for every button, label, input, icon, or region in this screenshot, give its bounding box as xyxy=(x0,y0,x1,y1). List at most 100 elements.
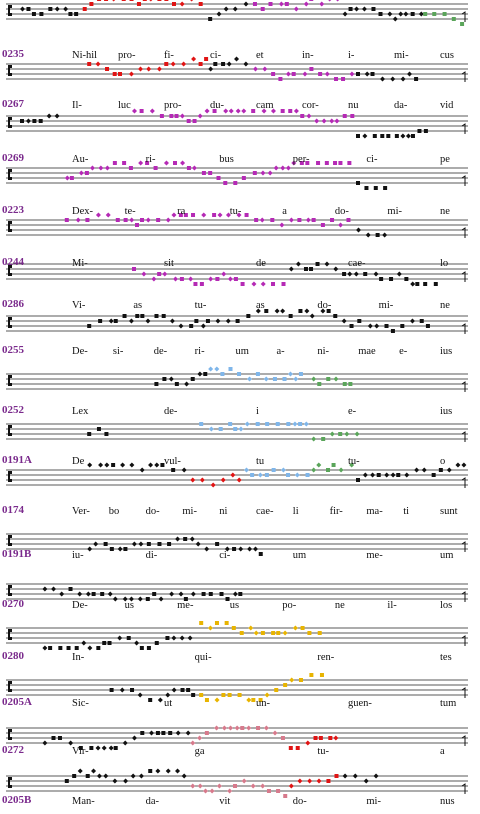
neume xyxy=(378,12,383,16)
chant-reference: 0286 xyxy=(2,298,24,310)
neume xyxy=(414,77,419,81)
lyric-syllable: i- xyxy=(348,50,355,61)
neume xyxy=(157,0,162,1)
lyric-syllable: tes xyxy=(440,652,452,663)
neume xyxy=(247,376,253,382)
neume xyxy=(356,72,360,76)
neume xyxy=(233,181,238,185)
neume xyxy=(134,640,140,646)
neume xyxy=(119,687,125,693)
neume xyxy=(260,783,266,789)
custos-icon xyxy=(461,381,466,392)
neume xyxy=(39,12,44,16)
lyric-syllable: da- xyxy=(394,100,408,111)
neume xyxy=(129,217,135,223)
neume xyxy=(315,262,320,266)
neume xyxy=(186,119,191,123)
neume xyxy=(120,462,126,468)
chant-reference: 0191B xyxy=(2,548,32,560)
staff xyxy=(6,533,468,556)
lyric-syllable: Vir- xyxy=(72,746,89,757)
neume xyxy=(298,678,303,682)
neume xyxy=(199,693,204,697)
neume xyxy=(104,432,109,436)
neume xyxy=(285,165,291,171)
neume xyxy=(417,129,422,133)
staff xyxy=(6,768,468,798)
neume xyxy=(318,72,323,76)
neume xyxy=(82,7,87,11)
neume xyxy=(81,640,87,646)
neume xyxy=(374,323,380,329)
neume xyxy=(314,118,320,124)
lyric-syllable: pro- xyxy=(164,100,182,111)
neume xyxy=(153,166,158,170)
neume xyxy=(183,213,188,217)
neume xyxy=(96,773,102,779)
neume xyxy=(214,725,220,731)
neume xyxy=(423,129,428,133)
lyric-syllable: un- xyxy=(256,698,270,709)
lyric-syllable: ut xyxy=(164,698,173,709)
neume xyxy=(63,6,69,12)
neume xyxy=(276,631,281,635)
neume xyxy=(264,473,269,477)
neume xyxy=(243,61,249,67)
custos-icon xyxy=(461,735,466,746)
neume xyxy=(288,783,294,789)
neume xyxy=(112,596,118,602)
neume xyxy=(232,6,238,12)
neume xyxy=(243,1,249,7)
neume xyxy=(338,467,344,473)
lyric-syllable: do- xyxy=(334,206,349,217)
neume xyxy=(171,212,177,218)
neume xyxy=(349,462,355,468)
neume xyxy=(151,276,157,282)
neume xyxy=(305,473,310,477)
neume xyxy=(72,774,77,778)
neume xyxy=(25,118,31,124)
neume xyxy=(66,646,71,650)
neume xyxy=(293,108,299,114)
neume xyxy=(163,160,169,166)
neume xyxy=(284,2,289,6)
neume xyxy=(400,76,406,82)
neume xyxy=(307,778,313,784)
neume xyxy=(241,108,247,114)
neume xyxy=(168,731,173,735)
neume xyxy=(208,66,214,72)
clef-icon xyxy=(8,585,12,596)
lyric-syllable: ius xyxy=(440,346,453,357)
neume xyxy=(294,472,300,478)
neume xyxy=(112,161,117,165)
chant-reference: 0205B xyxy=(2,794,32,806)
neume xyxy=(128,71,134,77)
lyric-syllable: do- xyxy=(292,796,307,807)
neume xyxy=(220,477,226,483)
neume xyxy=(215,542,220,546)
neume xyxy=(201,592,206,596)
neume xyxy=(433,282,438,286)
neume xyxy=(77,768,83,774)
neume xyxy=(225,597,230,601)
lyric-syllable: Man- xyxy=(72,796,95,807)
neume xyxy=(336,0,340,2)
neume xyxy=(201,171,206,175)
neume xyxy=(400,133,406,139)
lyric-syllable: ci- xyxy=(219,550,231,561)
neume xyxy=(190,377,195,381)
neume xyxy=(108,745,114,751)
neume xyxy=(266,789,271,793)
neume xyxy=(288,266,294,272)
neume xyxy=(223,181,228,185)
neume xyxy=(342,11,348,17)
neume xyxy=(316,462,322,468)
neume xyxy=(274,688,279,692)
neume xyxy=(292,625,298,631)
neume xyxy=(244,213,249,217)
neume xyxy=(210,482,216,488)
neume xyxy=(201,212,207,218)
neume xyxy=(362,472,368,478)
neume xyxy=(349,324,354,328)
neume xyxy=(295,261,301,267)
